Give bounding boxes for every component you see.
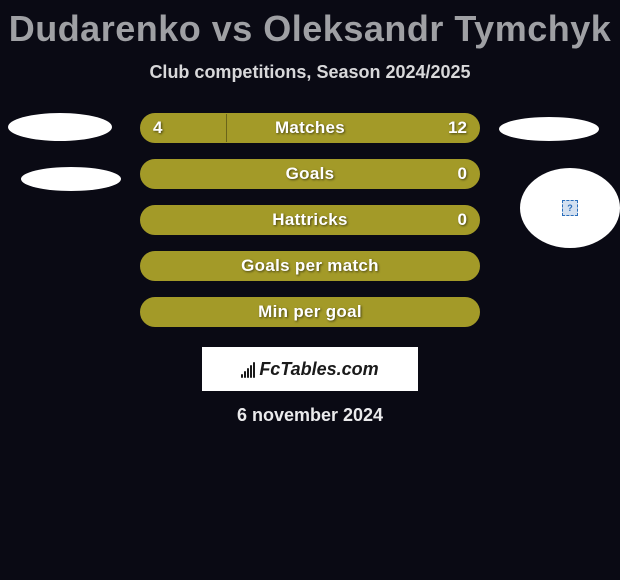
- stat-bar-label: Hattricks: [141, 210, 479, 230]
- stat-bar-right-value: 0: [458, 210, 467, 230]
- comparison-content: Matches412Goals0Hattricks0Goals per matc…: [0, 113, 620, 327]
- stat-bar-label: Min per goal: [141, 302, 479, 322]
- stat-bars-container: Matches412Goals0Hattricks0Goals per matc…: [140, 113, 480, 327]
- stat-bar-label: Goals per match: [141, 256, 479, 276]
- stat-bar: Matches4 12: [140, 113, 480, 143]
- player-right-avatar-2: [520, 168, 620, 248]
- stat-bar-label: Matches: [141, 118, 479, 138]
- footer-logo-text: FcTables.com: [259, 359, 378, 380]
- page-title: Dudarenko vs Oleksandr Tymchyk: [0, 0, 620, 50]
- missing-image-icon: [562, 200, 578, 216]
- player-right-avatar-1: [499, 117, 599, 141]
- stat-bar: Goals per match: [140, 251, 480, 281]
- footer-logo: FcTables.com: [202, 347, 418, 391]
- stat-bar-right-value: 12: [448, 118, 467, 138]
- stat-bar-left-value: 4: [153, 118, 162, 138]
- stat-bar: Goals0: [140, 159, 480, 189]
- stat-bar: Hattricks0: [140, 205, 480, 235]
- player-left-avatar-1: [8, 113, 112, 141]
- stat-bar: Min per goal: [140, 297, 480, 327]
- player-left-avatar-2: [21, 167, 121, 191]
- page-subtitle: Club competitions, Season 2024/2025: [0, 62, 620, 83]
- bar-chart-icon: [241, 360, 255, 378]
- stat-bar-label: Goals: [141, 164, 479, 184]
- stat-bar-right-value: 0: [458, 164, 467, 184]
- footer-date: 6 november 2024: [0, 405, 620, 426]
